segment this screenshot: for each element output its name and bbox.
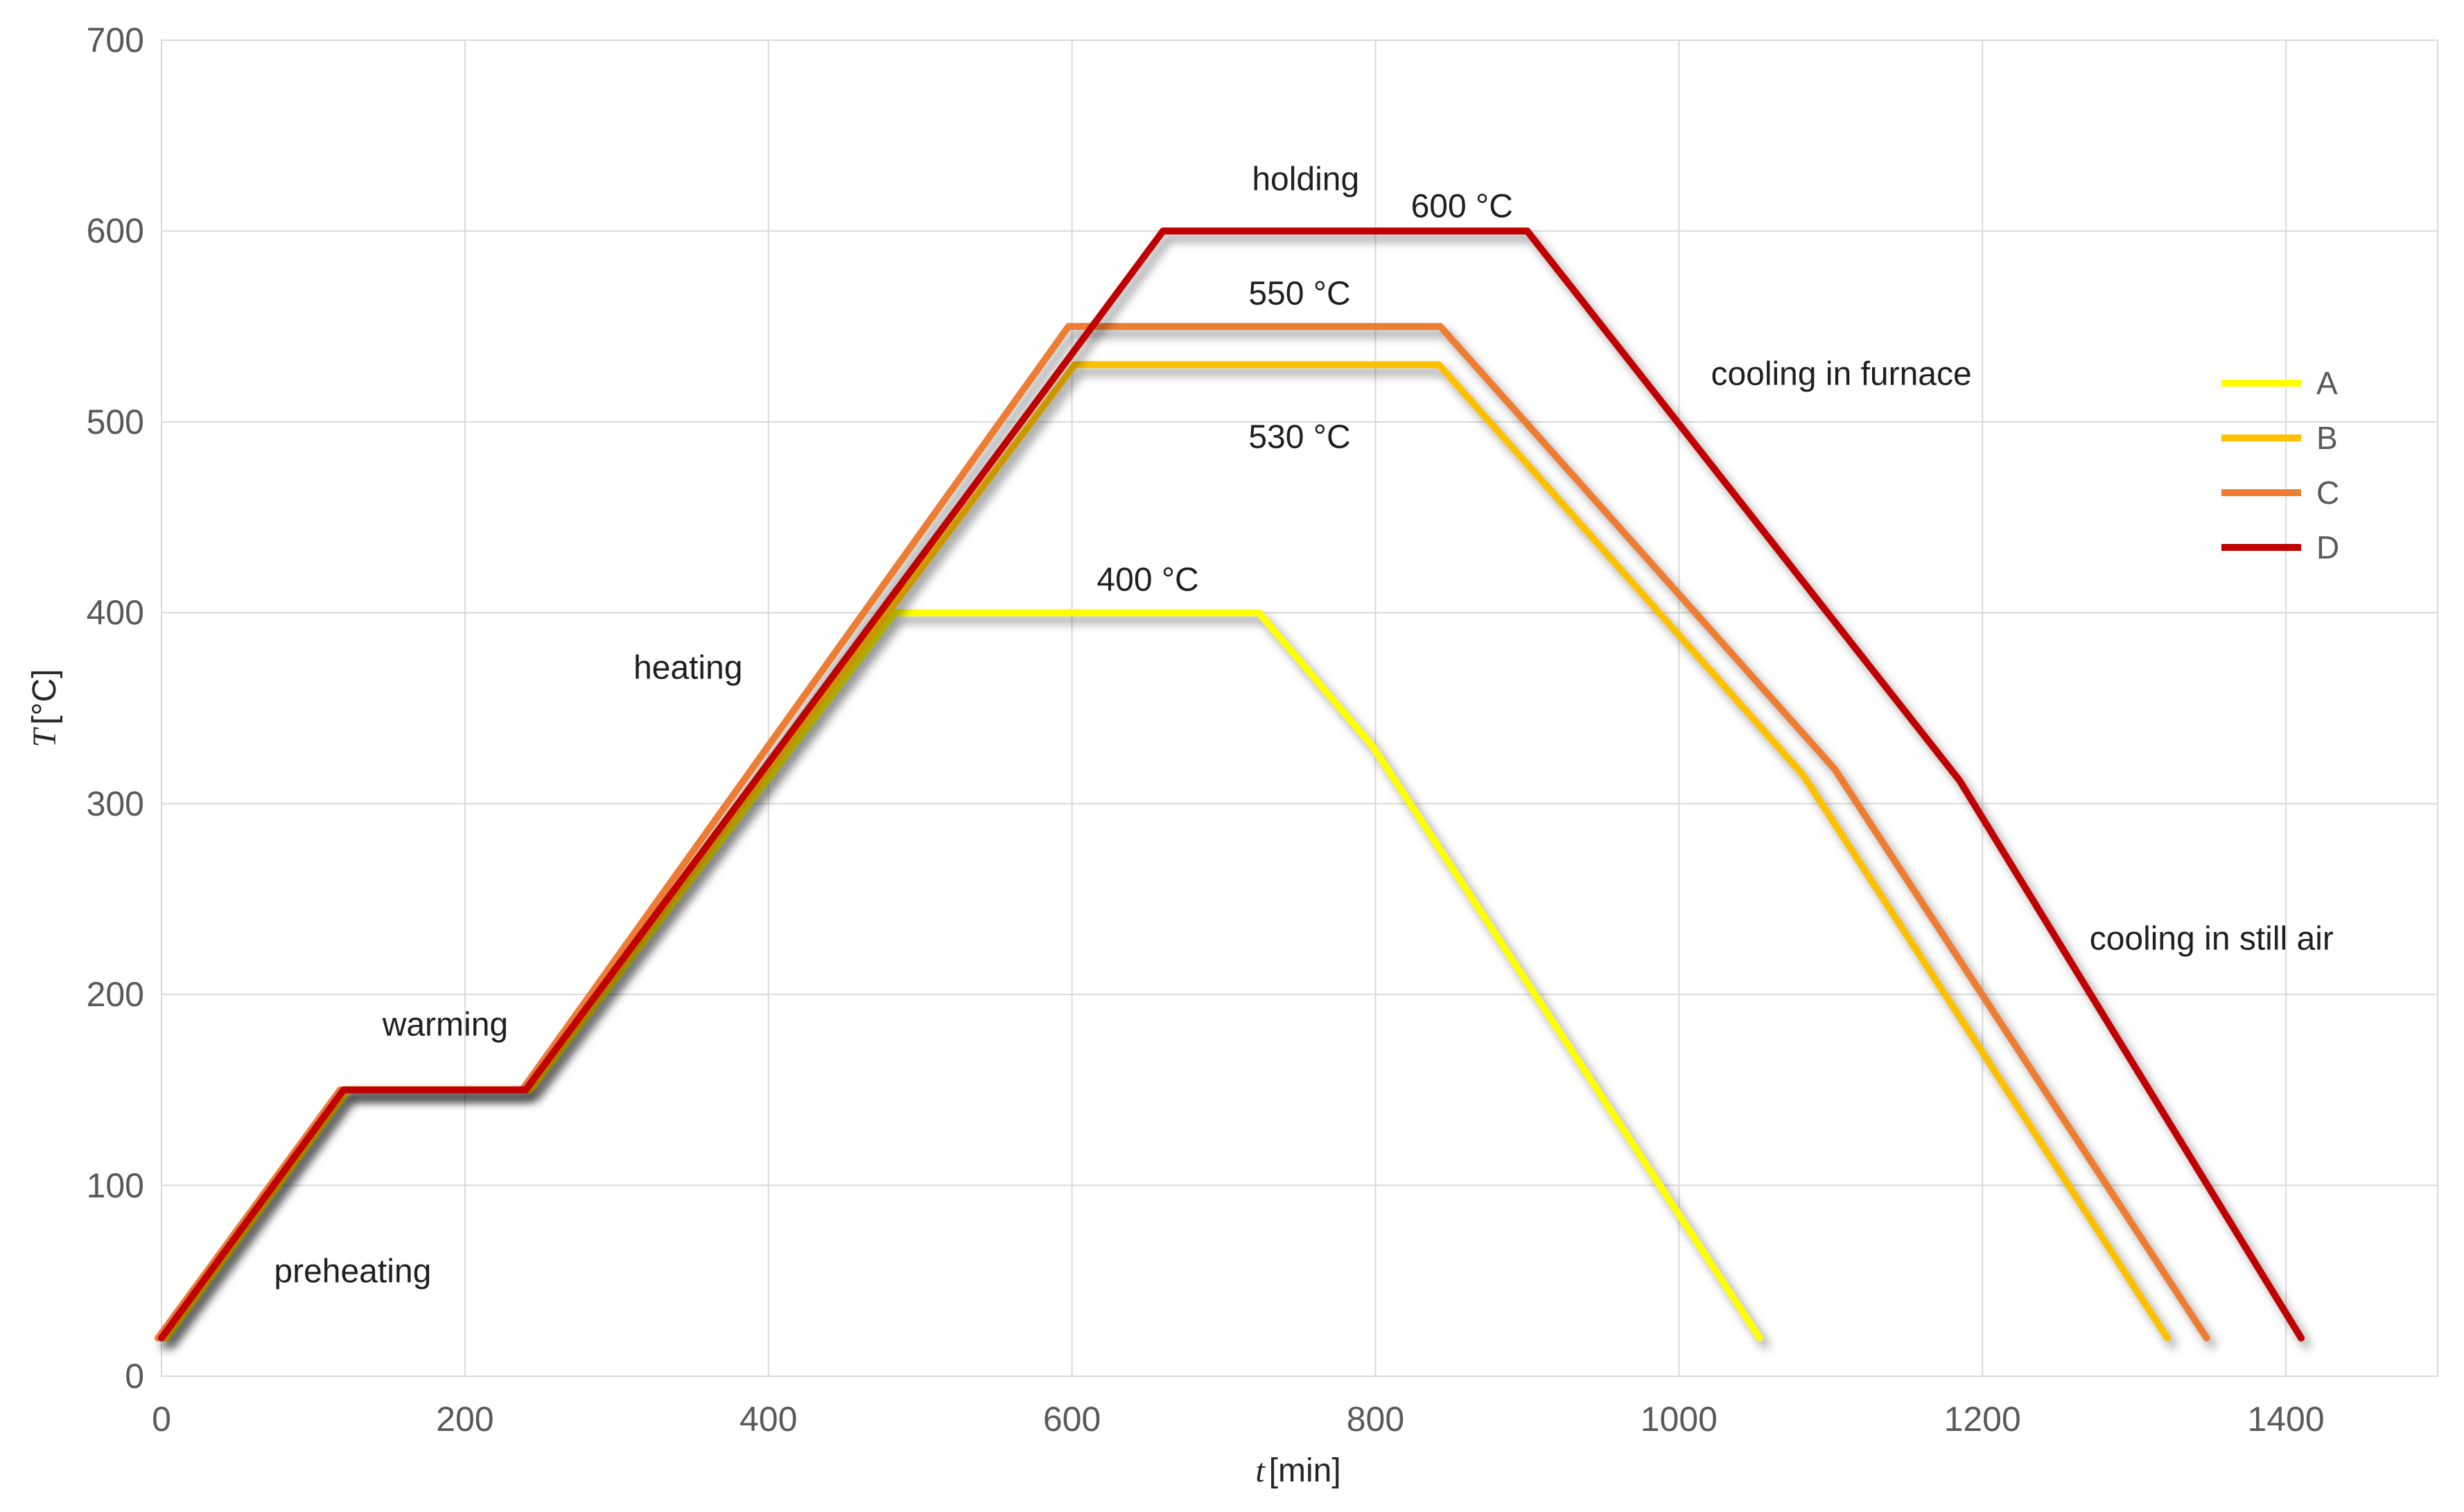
- legend-swatch-A: [2221, 380, 2301, 387]
- annotation-cooling-in-furnace: cooling in furnace: [1711, 355, 1972, 393]
- y-axis-variable: T: [26, 728, 63, 748]
- legend-item-C: C: [2221, 472, 2339, 513]
- y-tick-label-300: 300: [86, 784, 144, 823]
- y-axis-unit: [°C]: [26, 669, 63, 725]
- series-line-D: [158, 227, 2305, 1342]
- annotation-heating: heating: [633, 649, 743, 687]
- x-tick-label-1000: 1000: [1640, 1400, 1718, 1439]
- y-tick-label-600: 600: [86, 211, 144, 251]
- x-axis-title: t [min]: [1255, 1454, 1340, 1488]
- legend-swatch-C: [2221, 489, 2301, 496]
- y-tick-label-500: 500: [86, 402, 144, 441]
- annotation-600-c: 600 °C: [1410, 188, 1513, 225]
- y-tick-label-100: 100: [86, 1166, 144, 1205]
- x-axis-variable: t: [1255, 1452, 1265, 1489]
- legend-label-A: A: [2316, 365, 2338, 401]
- annotation-530-c: 530 °C: [1248, 419, 1351, 456]
- y-tick-label-200: 200: [86, 975, 144, 1014]
- x-tick-label-1200: 1200: [1943, 1400, 2021, 1439]
- x-tick-label-200: 200: [436, 1400, 494, 1439]
- plot-border: [161, 39, 2438, 1377]
- y-tick-label-0: 0: [125, 1357, 144, 1396]
- legend-item-B: B: [2221, 417, 2338, 459]
- legend-label-B: B: [2316, 420, 2338, 456]
- annotation-holding: holding: [1252, 161, 1360, 198]
- y-axis-title: T [°C]: [26, 669, 63, 748]
- y-tick-label-400: 400: [86, 593, 144, 633]
- x-tick-label-800: 800: [1346, 1400, 1405, 1439]
- annotation-warming: warming: [382, 1006, 509, 1044]
- legend-item-D: D: [2221, 527, 2339, 568]
- x-tick-label-1400: 1400: [2247, 1400, 2325, 1439]
- x-tick-label-600: 600: [1042, 1400, 1101, 1439]
- x-tick-label-400: 400: [740, 1400, 798, 1439]
- legend-label-C: C: [2316, 475, 2340, 511]
- annotation-preheating: preheating: [274, 1252, 432, 1290]
- x-axis-unit: [min]: [1268, 1452, 1341, 1489]
- annotation-550-c: 550 °C: [1248, 275, 1351, 313]
- legend-item-A: A: [2221, 362, 2338, 404]
- x-tick-label-0: 0: [152, 1400, 171, 1439]
- annotation-cooling-in-still-air: cooling in still air: [2089, 920, 2334, 958]
- annotation-400-c: 400 °C: [1096, 561, 1199, 599]
- series-line-A: [163, 609, 1763, 1342]
- y-tick-label-700: 700: [86, 21, 144, 60]
- gridlines: [161, 39, 2438, 1376]
- legend-swatch-B: [2221, 434, 2301, 441]
- legend-swatch-D: [2221, 544, 2301, 551]
- legend-label-D: D: [2316, 529, 2340, 565]
